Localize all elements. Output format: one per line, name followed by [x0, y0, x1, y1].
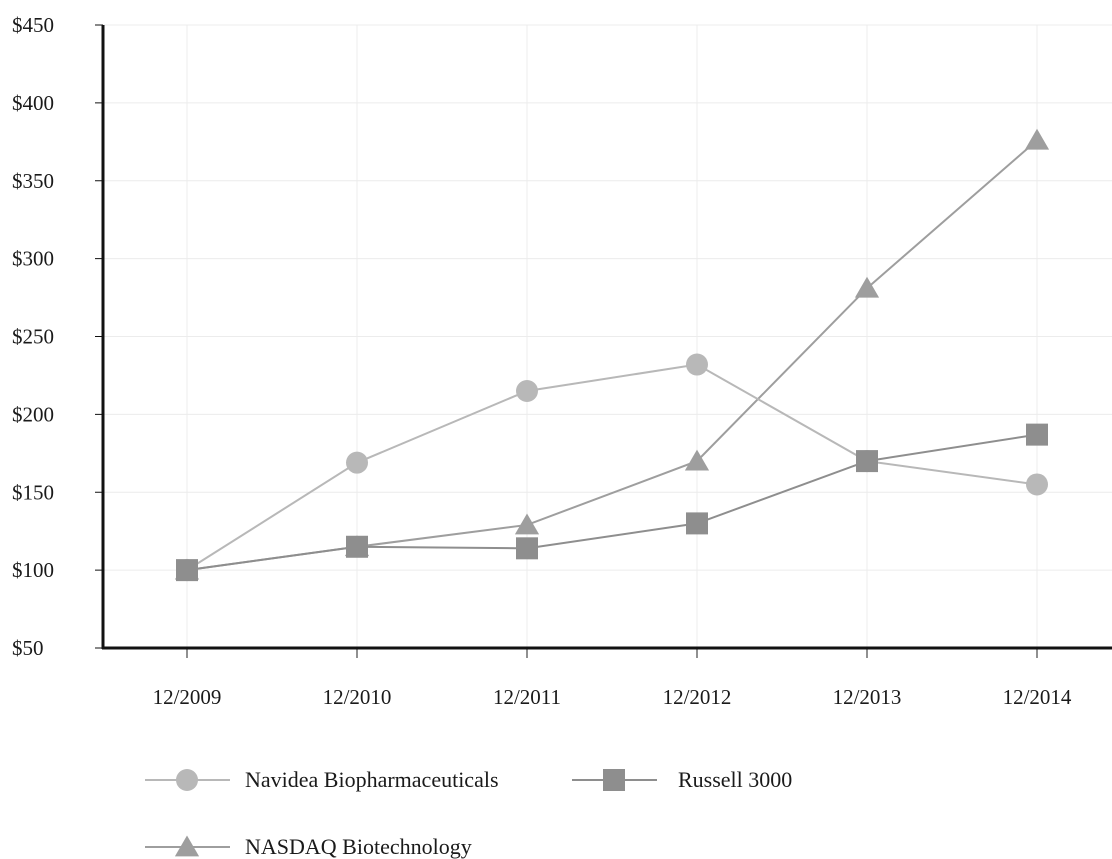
legend: Navidea Biopharmaceuticals Russell 3000 NA… — [145, 767, 792, 859]
data-point-square — [686, 512, 708, 535]
axes — [95, 24, 1112, 658]
grid-lines — [103, 24, 1112, 649]
y-tick-label: $200 — [12, 402, 54, 426]
x-tick-label: 12/2013 — [833, 685, 902, 709]
series-line-0 — [186, 363, 1038, 571]
legend-marker-circle — [176, 769, 198, 791]
x-tick-label: 12/2014 — [1003, 685, 1072, 709]
legend-label: Russell 3000 — [678, 767, 792, 792]
data-point-circle — [516, 380, 538, 403]
series-lines — [174, 128, 1050, 582]
legend-marker-square — [603, 769, 625, 791]
y-tick-label: $100 — [12, 558, 54, 582]
y-tick-label: $50 — [12, 636, 44, 660]
data-point-square — [856, 450, 878, 473]
legend-marker-triangle — [174, 835, 200, 857]
x-tick-label: 12/2012 — [663, 685, 732, 709]
data-point-square — [346, 535, 368, 558]
legend-label: Navidea Biopharmaceuticals — [245, 767, 499, 792]
data-point-circle — [1026, 473, 1048, 496]
data-point-circle — [346, 451, 368, 474]
x-tick-label: 12/2011 — [493, 685, 561, 709]
series-line-1 — [186, 433, 1038, 572]
y-tick-label: $350 — [12, 169, 54, 193]
y-tick-label: $250 — [12, 325, 54, 349]
y-tick-label: $400 — [12, 91, 54, 115]
x-tick-labels: 12/2009 12/2010 12/2011 12/2012 12/2013 12/20… — [153, 685, 1072, 709]
data-point-square — [1026, 423, 1048, 446]
series-line-2 — [186, 139, 1038, 572]
y-tick-labels: $50 $100 $150 $200 $250 $300 $350 $400 $450 — [12, 13, 54, 660]
data-point-square — [176, 559, 198, 582]
data-point-triangle — [514, 513, 540, 535]
data-point-square — [516, 537, 538, 560]
x-tick-label: 12/2009 — [153, 685, 222, 709]
data-point-triangle — [854, 276, 880, 298]
data-point-triangle — [684, 449, 710, 471]
data-point-circle — [686, 353, 708, 376]
data-point-triangle — [1024, 128, 1050, 150]
y-tick-label: $300 — [12, 247, 54, 271]
y-tick-label: $150 — [12, 480, 54, 504]
legend-label: NASDAQ Biotechnology — [245, 834, 472, 859]
y-tick-label: $450 — [12, 13, 54, 37]
x-tick-label: 12/2010 — [323, 685, 392, 709]
